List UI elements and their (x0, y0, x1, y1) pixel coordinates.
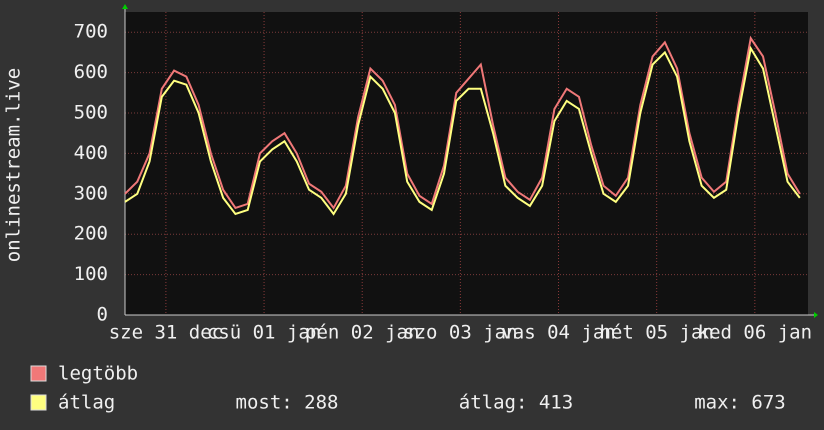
legend-label: átlag (58, 392, 115, 414)
y-tick-label: 0 (97, 304, 108, 326)
x-tick-label: pén 02 jan (305, 322, 419, 344)
legend-swatch (30, 365, 47, 382)
plot-area (125, 12, 808, 315)
axis-arrow (814, 312, 818, 318)
series-line (124, 45, 801, 216)
y-tick-label: 500 (74, 102, 108, 124)
x-tick-label: hét 05 jan (599, 322, 713, 344)
x-tick-label: szo 03 jan (403, 322, 517, 344)
legend-swatch (30, 394, 47, 411)
y-tick-label: 600 (74, 61, 108, 83)
y-tick-label: 700 (74, 21, 108, 43)
y-tick-label: 100 (74, 263, 108, 285)
series-line (124, 35, 801, 210)
legend-stat: max: 673 (694, 392, 786, 414)
axis-arrow (122, 4, 128, 9)
x-tick-label: csü 01 jan (207, 322, 321, 344)
x-tick-label: ked 06 jan (698, 322, 812, 344)
legend-stat: most: 288 (236, 392, 339, 414)
y-tick-label: 400 (74, 142, 108, 164)
x-tick-label: vas 04 jan (501, 322, 615, 344)
x-tick-label: sze 31 dec (109, 322, 223, 344)
y-tick-label: 300 (74, 182, 108, 204)
legend-label: legtöbb (58, 363, 138, 385)
y-tick-label: 200 (74, 223, 108, 245)
legend-stat: átlag: 413 (459, 392, 573, 414)
y-axis-label: onlinestream.live (3, 68, 25, 262)
